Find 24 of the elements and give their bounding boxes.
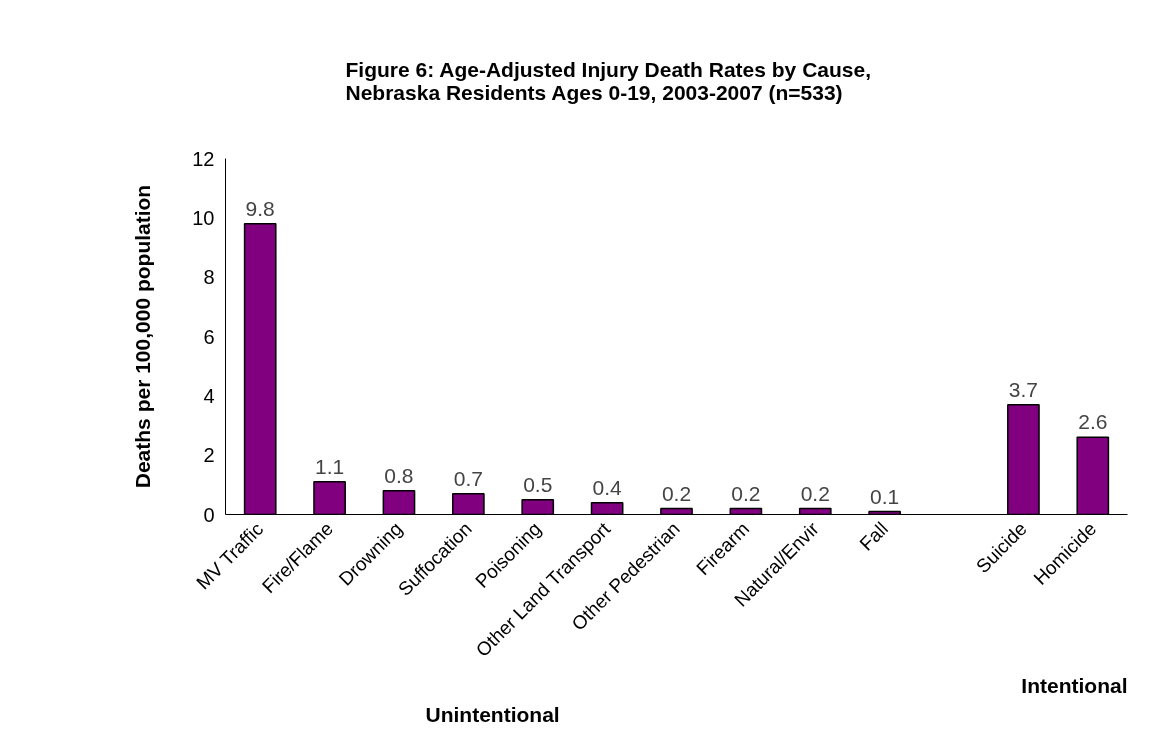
y-tick-label: 12 [192, 147, 215, 170]
text: Intentional [1021, 673, 1128, 697]
data-label: 0.2 [661, 481, 692, 505]
y-tick-label: 2 [203, 444, 215, 467]
y-tick-label: 4 [203, 384, 215, 407]
data-label: 2.6 [1078, 410, 1108, 434]
data-label: 0.5 [523, 472, 553, 496]
y-tick-label: 0 [203, 503, 215, 526]
chart-title: Figure 6: Age-Adjusted Injury Death Rates by Cause, Nebraska Residents Ages 0-19, 2003-2007 (n=533) [345, 57, 871, 104]
y-tick-label: 10 [192, 206, 215, 229]
text: Unintentional [425, 702, 560, 726]
y-tick-label: 6 [203, 325, 215, 348]
data-label: 0.8 [384, 463, 414, 487]
data-label: 0.2 [731, 481, 761, 505]
data-label: 0.7 [453, 466, 483, 490]
x-tick-label: Fall [855, 518, 893, 555]
data-label: 0.4 [592, 475, 623, 499]
y-tick-label: 8 [203, 266, 215, 289]
data-label: 0.2 [800, 481, 830, 505]
data-label: 3.7 [1008, 377, 1039, 401]
data-label: 0.1 [870, 484, 900, 508]
data-label: 1.1 [314, 454, 345, 478]
data-label: 9.8 [245, 196, 275, 220]
y-axis-title: Deaths per 100,000 population [131, 184, 155, 489]
